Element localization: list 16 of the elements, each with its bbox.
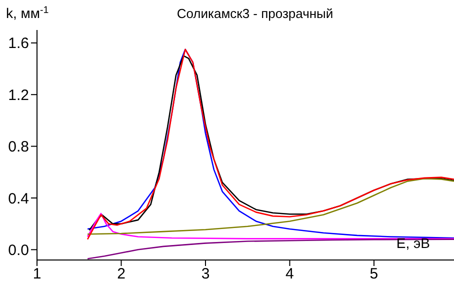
x-tick-label: 3	[201, 266, 210, 283]
line-series	[86, 178, 454, 235]
line-series	[86, 238, 454, 260]
y-tick-label: 1.2	[8, 86, 29, 104]
x-tick-label: 1	[32, 266, 42, 283]
chart-title: Соликамск3 - прозрачный	[176, 6, 334, 21]
x-tick-label: 4	[286, 266, 294, 283]
y-axis-title: k, мм$^{-1}$	[6, 4, 49, 21]
y-tick-label: 0.4	[8, 190, 29, 208]
x-axis-title: E, эВ	[396, 235, 430, 251]
line-series	[86, 212, 454, 240]
y-tick-label: 0.0	[8, 242, 29, 259]
x-tick-label: 2	[117, 266, 126, 283]
x-tick-label: 5	[370, 266, 378, 283]
y-tick-label: 1.6	[8, 35, 29, 52]
y-tick-label: 0.8	[8, 138, 29, 156]
